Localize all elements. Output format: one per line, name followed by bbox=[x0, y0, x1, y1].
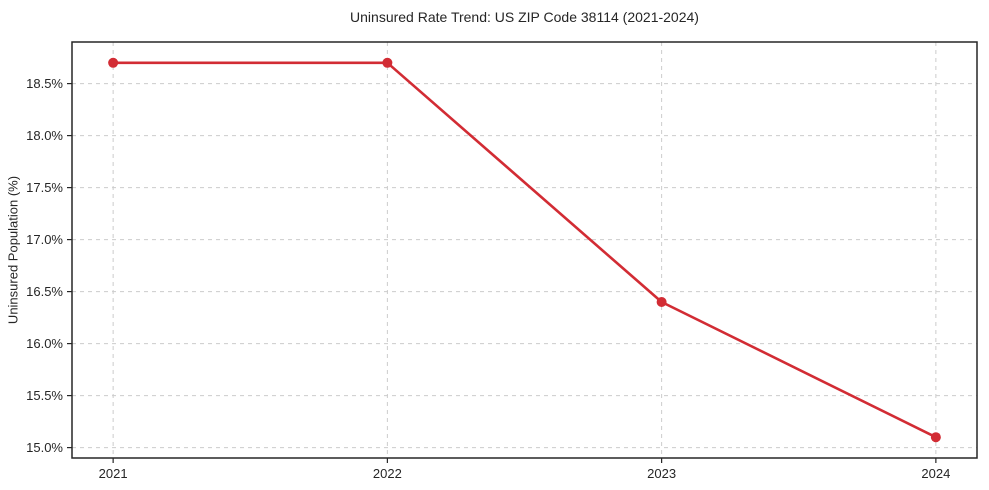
y-axis-label: Uninsured Population (%) bbox=[5, 175, 21, 325]
y-tick-label: 17.5% bbox=[26, 180, 63, 195]
data-line bbox=[111, 61, 938, 439]
x-tick-label: 2022 bbox=[373, 466, 402, 481]
x-tick-label: 2021 bbox=[99, 466, 128, 481]
data-point bbox=[382, 57, 393, 68]
data-point bbox=[930, 432, 941, 443]
y-tick-label: 15.0% bbox=[26, 440, 63, 455]
y-tick-label: 18.5% bbox=[26, 76, 63, 91]
data-point bbox=[656, 297, 667, 307]
data-point bbox=[108, 57, 119, 68]
plot-border bbox=[71, 41, 978, 459]
y-tick-label: 17.0% bbox=[26, 232, 63, 247]
plot-background bbox=[72, 42, 977, 458]
x-tick-label: 2024 bbox=[921, 466, 950, 481]
y-tick-label: 18.0% bbox=[26, 128, 63, 143]
y-tick-label: 16.5% bbox=[26, 284, 63, 299]
y-tick-label: 15.5% bbox=[26, 388, 63, 403]
y-tick-label: 16.0% bbox=[26, 336, 63, 351]
chart-title: Uninsured Rate Trend: US ZIP Code 38114 … bbox=[350, 9, 699, 25]
x-tick-label: 2023 bbox=[647, 466, 676, 481]
